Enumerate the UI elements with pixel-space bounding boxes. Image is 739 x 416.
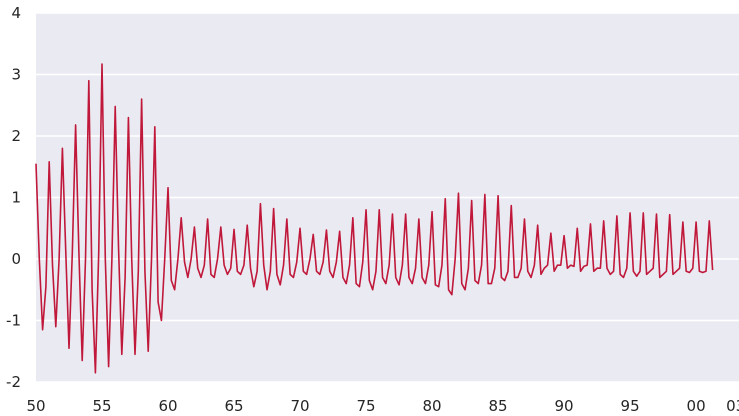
- x-tick-label: 95: [621, 397, 640, 415]
- x-tick-label: 85: [489, 397, 508, 415]
- y-tick-label: 4: [11, 4, 21, 22]
- y-tick-label: 0: [11, 250, 21, 268]
- y-tick-label: 2: [11, 127, 21, 145]
- x-tick-label: 65: [224, 397, 243, 415]
- series-line: [35, 63, 714, 374]
- y-tick-label: 3: [11, 66, 21, 84]
- x-tick-label: 70: [290, 397, 309, 415]
- y-tick-label: -1: [6, 312, 21, 330]
- x-tick-label: 00: [687, 397, 706, 415]
- x-axis: 50 55 60 65 70 75 80 85 90 95 00 03: [26, 397, 739, 415]
- x-tick-label: 03: [726, 397, 739, 415]
- x-tick-label: 60: [158, 397, 177, 415]
- x-tick-label: 90: [555, 397, 574, 415]
- y-tick-label: -2: [6, 373, 21, 391]
- x-tick-label: 80: [423, 397, 442, 415]
- x-tick-label: 75: [357, 397, 376, 415]
- y-tick-label: 1: [11, 189, 21, 207]
- x-tick-label: 55: [92, 397, 111, 415]
- x-tick-label: 50: [26, 397, 45, 415]
- y-axis: -2 -1 0 1 2 3 4: [6, 4, 21, 391]
